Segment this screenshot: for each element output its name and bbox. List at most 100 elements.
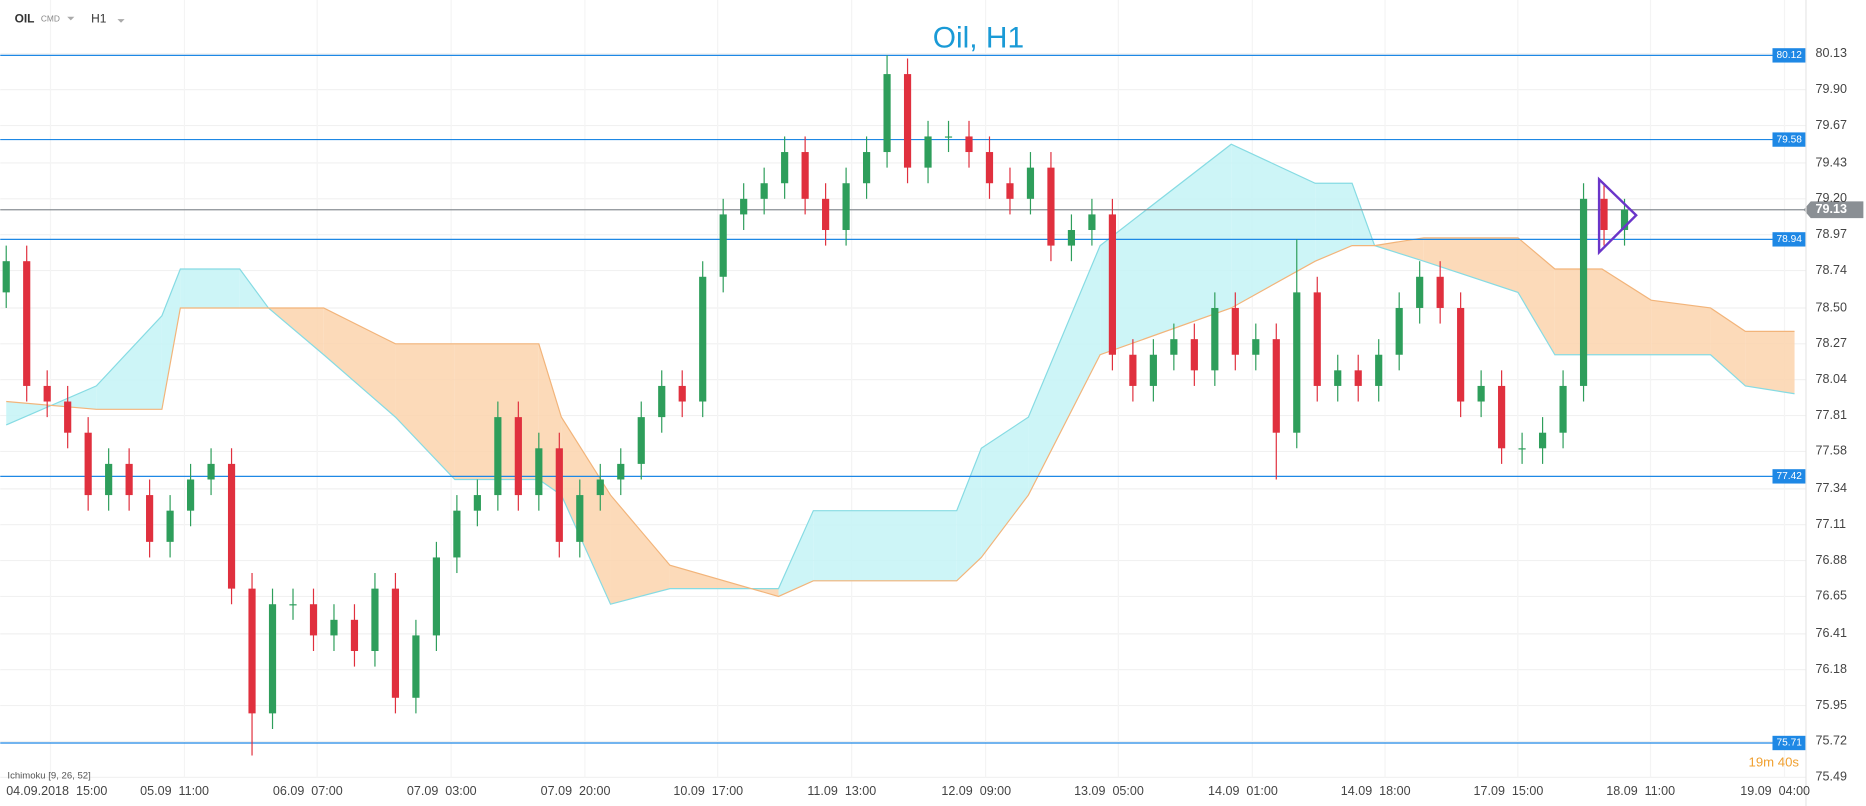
candle-body (802, 152, 809, 199)
level-label: 80.12 (1777, 50, 1803, 61)
candle-body (1109, 214, 1116, 354)
candle-body (1150, 355, 1157, 386)
candle-body (289, 604, 296, 605)
candle-body (515, 417, 522, 495)
candle-body (146, 495, 153, 542)
candle-body (453, 511, 460, 558)
candle-body (945, 136, 952, 137)
x-tick-label: 13.09 05:00 (1074, 784, 1144, 798)
candle-body (1027, 168, 1034, 199)
y-tick-label: 79.67 (1816, 118, 1847, 132)
candle-body (1519, 448, 1526, 449)
candle-body (433, 557, 440, 635)
candle-body (167, 511, 174, 542)
candle-body (904, 74, 911, 168)
candle-body (658, 386, 665, 417)
candle-body (1580, 199, 1587, 386)
cloud-fill (1315, 183, 1352, 261)
candle-body (781, 152, 788, 183)
candle-body (1457, 308, 1464, 402)
y-tick-label: 76.41 (1816, 626, 1847, 640)
candle-body (1498, 386, 1505, 448)
candle-body (597, 479, 604, 495)
plot: 80.1279.5878.9477.4275.7179.13 (0, 0, 1863, 777)
y-tick-label: 80.13 (1816, 46, 1847, 60)
cloud-fill (180, 269, 239, 308)
x-tick-label: 14.09 18:00 (1341, 784, 1411, 798)
y-tick-label: 78.04 (1816, 372, 1847, 386)
chart: 80.1279.5878.9477.4275.7179.13 OIL CMD H… (0, 0, 1866, 806)
candle-body (474, 495, 481, 511)
candle-body (1293, 292, 1300, 432)
cloud-fill (1745, 331, 1794, 393)
y-tick-label: 76.65 (1816, 589, 1847, 603)
candle-body (720, 214, 727, 276)
symbol[interactable]: OIL (15, 11, 35, 25)
candle-body (1559, 386, 1566, 433)
candle-body (207, 464, 214, 480)
y-tick-label: 78.97 (1816, 227, 1847, 241)
candle-body (126, 464, 133, 495)
candle-body (1211, 308, 1218, 370)
x-tick-label: 19.09 04:00 (1740, 784, 1810, 798)
candle-body (1170, 339, 1177, 355)
x-tick-label: 18.09 11:00 (1606, 784, 1675, 798)
y-tick-label: 76.88 (1816, 553, 1847, 567)
candle-body (187, 479, 194, 510)
indicator-label[interactable]: Ichimoku [9, 26, 52] (7, 771, 90, 782)
candle-body (924, 136, 931, 167)
x-tick-label: 14.09 01:00 (1208, 784, 1278, 798)
candle-body (248, 589, 255, 714)
cloud-fill (813, 511, 956, 581)
candle-body (1252, 339, 1259, 355)
candle-body (85, 433, 92, 495)
cloud-fill (1028, 246, 1100, 495)
candle-body (392, 589, 399, 698)
candle-body (883, 74, 890, 152)
candle-body (576, 495, 583, 542)
x-tick-label: 07.09 03:00 (407, 784, 477, 798)
candle-body (1068, 230, 1075, 246)
dropdown-caret[interactable] (67, 17, 74, 21)
candle-body (1539, 433, 1546, 449)
y-tick-label: 75.49 (1816, 770, 1847, 784)
candle-body (44, 386, 51, 402)
x-tick-label: 11.09 13:00 (807, 784, 876, 798)
cloud-fill (611, 495, 670, 604)
candle-body (412, 635, 419, 697)
y-tick-label: 79.43 (1816, 155, 1847, 169)
candle-body (1314, 292, 1321, 386)
cloud-fill (1518, 238, 1555, 355)
candle-body (556, 448, 563, 542)
level-label: 77.42 (1777, 471, 1803, 482)
candle-body (1191, 339, 1198, 370)
candle-body (1600, 199, 1607, 230)
candle-body (822, 199, 829, 230)
cloud-fill (96, 316, 162, 410)
candle-body (1047, 168, 1054, 246)
dropdown-caret[interactable] (117, 19, 124, 23)
y-tick-label: 79.90 (1816, 82, 1847, 96)
candle-body (986, 152, 993, 183)
y-tick-label: 78.50 (1816, 300, 1847, 314)
x-tick-label: 05.09 11:00 (140, 784, 209, 798)
market[interactable]: CMD (41, 13, 60, 23)
x-tick-label: 12.09 09:00 (941, 784, 1011, 798)
candle-body (965, 136, 972, 152)
cloud-fill (981, 417, 1028, 557)
candle-body (1396, 308, 1403, 355)
interval[interactable]: H1 (91, 11, 107, 25)
chart-title: Oil, H1 (933, 21, 1024, 54)
candle-body (1334, 370, 1341, 386)
candle-body (228, 464, 235, 589)
candle-body (535, 448, 542, 495)
candle-body (64, 402, 71, 433)
y-tick-label: 79.20 (1816, 191, 1847, 205)
candle-body (699, 277, 706, 402)
cloud-fill (162, 269, 180, 409)
candle-body (1355, 370, 1362, 386)
level-label: 75.71 (1777, 738, 1803, 749)
y-tick-label: 75.72 (1816, 734, 1847, 748)
cloud-fill (324, 308, 396, 417)
candle-body (351, 620, 358, 651)
